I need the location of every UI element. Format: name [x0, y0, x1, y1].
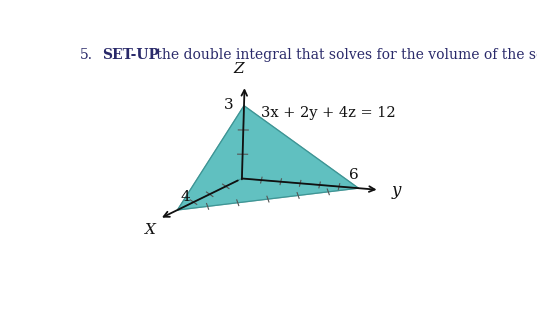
Text: 5.: 5.: [79, 48, 92, 61]
Text: 3: 3: [224, 98, 234, 112]
Polygon shape: [177, 179, 359, 210]
Text: SET-UP: SET-UP: [103, 48, 159, 61]
Polygon shape: [242, 106, 359, 188]
Text: Z: Z: [233, 62, 244, 76]
Text: y: y: [392, 182, 401, 199]
Text: 3x + 2y + 4z = 12: 3x + 2y + 4z = 12: [260, 106, 395, 120]
Text: 4: 4: [181, 190, 191, 204]
Polygon shape: [177, 106, 359, 210]
Text: 6: 6: [350, 168, 359, 182]
Text: X: X: [145, 223, 156, 238]
Text: the double integral that solves for the volume of the solid:: the double integral that solves for the …: [153, 48, 537, 61]
Polygon shape: [177, 106, 244, 210]
